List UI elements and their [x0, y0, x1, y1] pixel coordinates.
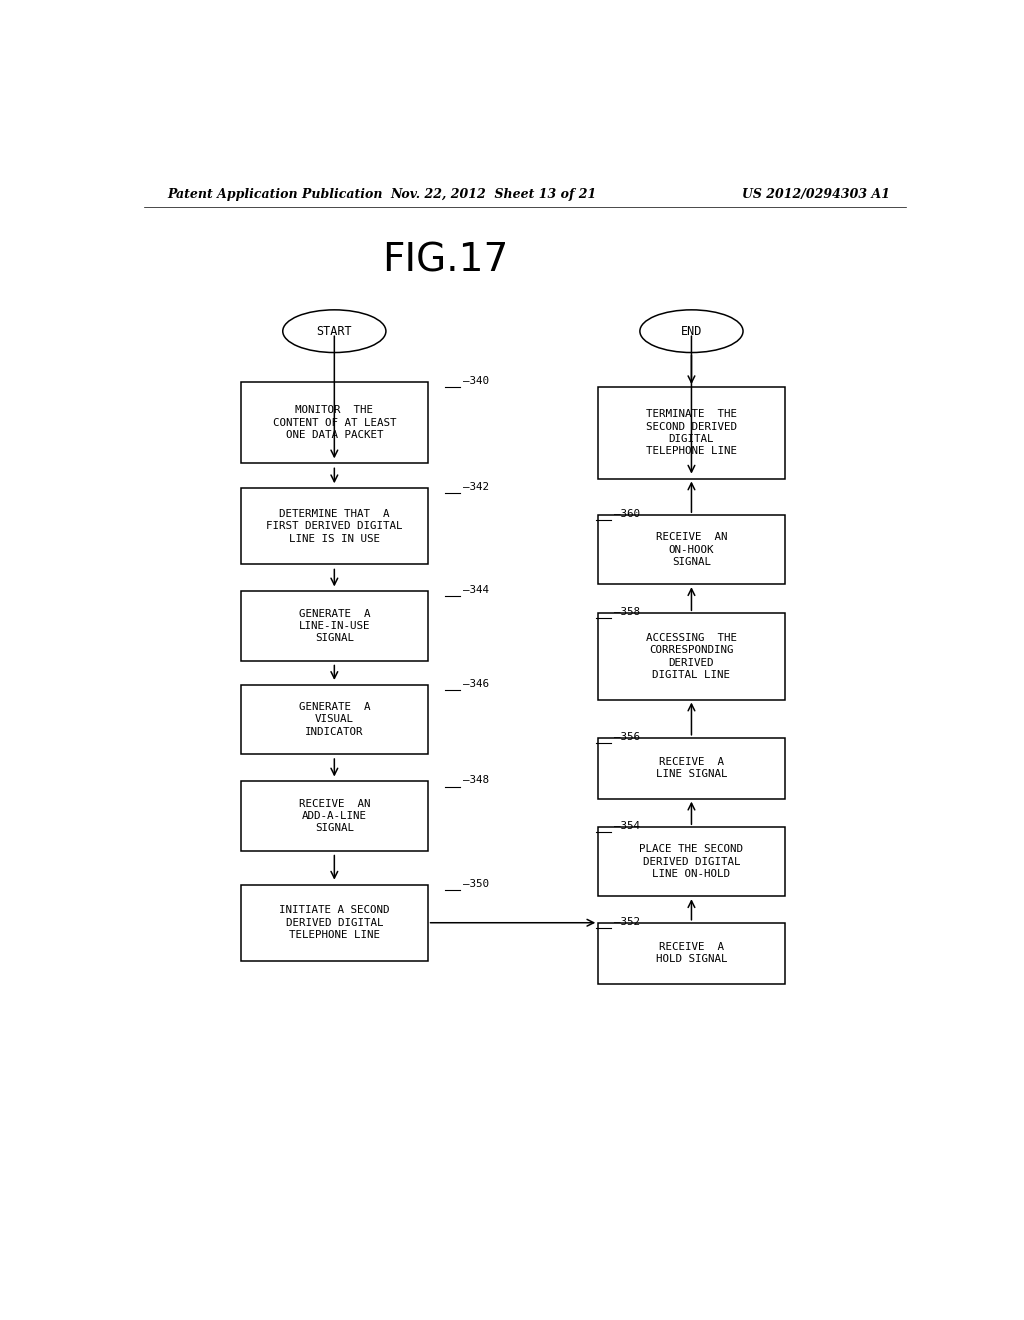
Text: —354: —354 — [613, 821, 640, 832]
Text: DETERMINE THAT  A
FIRST DERIVED DIGITAL
LINE IS IN USE: DETERMINE THAT A FIRST DERIVED DIGITAL L… — [266, 510, 402, 544]
Text: END: END — [681, 325, 702, 338]
Text: —352: —352 — [613, 916, 640, 927]
Text: RECEIVE  A
HOLD SIGNAL: RECEIVE A HOLD SIGNAL — [655, 942, 727, 965]
Text: RECEIVE  A
LINE SIGNAL: RECEIVE A LINE SIGNAL — [655, 758, 727, 779]
Text: —348: —348 — [463, 775, 488, 785]
Text: —350: —350 — [463, 879, 488, 888]
Bar — [241, 884, 428, 961]
Bar — [241, 781, 428, 850]
Text: —344: —344 — [463, 585, 488, 595]
Bar — [241, 381, 428, 463]
Bar — [598, 923, 784, 983]
Text: INITIATE A SECOND
DERIVED DIGITAL
TELEPHONE LINE: INITIATE A SECOND DERIVED DIGITAL TELEPH… — [280, 906, 389, 940]
Text: FIG.17: FIG.17 — [382, 242, 509, 279]
Text: GENERATE  A
VISUAL
INDICATOR: GENERATE A VISUAL INDICATOR — [299, 702, 370, 737]
Text: GENERATE  A
LINE-IN-USE
SIGNAL: GENERATE A LINE-IN-USE SIGNAL — [299, 609, 370, 643]
Bar — [241, 488, 428, 565]
Text: MONITOR  THE
CONTENT OF AT LEAST
ONE DATA PACKET: MONITOR THE CONTENT OF AT LEAST ONE DATA… — [272, 405, 396, 440]
Ellipse shape — [640, 310, 743, 352]
Text: PLACE THE SECOND
DERIVED DIGITAL
LINE ON-HOLD: PLACE THE SECOND DERIVED DIGITAL LINE ON… — [639, 845, 743, 879]
Text: US 2012/0294303 A1: US 2012/0294303 A1 — [741, 189, 890, 202]
Bar — [598, 828, 784, 896]
Ellipse shape — [283, 310, 386, 352]
Bar — [598, 614, 784, 700]
Text: START: START — [316, 325, 352, 338]
Bar — [598, 738, 784, 799]
Text: TERMINATE  THE
SECOND DERIVED
DIGITAL
TELEPHONE LINE: TERMINATE THE SECOND DERIVED DIGITAL TEL… — [646, 409, 737, 457]
Text: Patent Application Publication: Patent Application Publication — [168, 189, 383, 202]
Text: —340: —340 — [463, 376, 488, 385]
Bar — [241, 591, 428, 660]
Text: RECEIVE  AN
ON-HOOK
SIGNAL: RECEIVE AN ON-HOOK SIGNAL — [655, 532, 727, 568]
Bar — [598, 515, 784, 585]
Text: —356: —356 — [613, 731, 640, 742]
Text: —360: —360 — [613, 510, 640, 519]
Bar — [241, 685, 428, 754]
Text: RECEIVE  AN
ADD-A-LINE
SIGNAL: RECEIVE AN ADD-A-LINE SIGNAL — [299, 799, 370, 833]
Text: —342: —342 — [463, 482, 488, 492]
Bar — [598, 387, 784, 479]
Text: ACCESSING  THE
CORRESPONDING
DERIVED
DIGITAL LINE: ACCESSING THE CORRESPONDING DERIVED DIGI… — [646, 632, 737, 680]
Text: —358: —358 — [613, 607, 640, 618]
Text: Nov. 22, 2012  Sheet 13 of 21: Nov. 22, 2012 Sheet 13 of 21 — [390, 189, 596, 202]
Text: —346: —346 — [463, 678, 488, 689]
